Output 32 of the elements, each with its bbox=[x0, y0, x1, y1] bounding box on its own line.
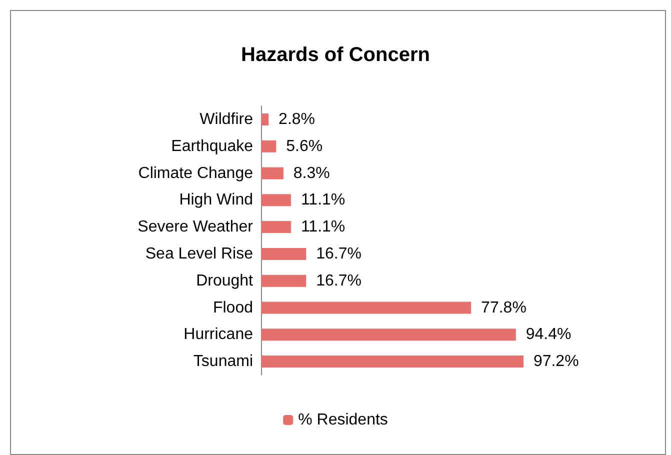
y-tick-label: Climate Change bbox=[138, 164, 254, 182]
bar bbox=[261, 113, 269, 126]
data-label: 11.1% bbox=[300, 218, 346, 236]
data-label: 11.1% bbox=[300, 192, 346, 209]
y-tick-label: Wildfire bbox=[200, 110, 254, 128]
data-label: 77.8% bbox=[481, 299, 526, 316]
bar bbox=[261, 248, 306, 260]
legend-label: % Residents bbox=[298, 412, 388, 428]
bar bbox=[261, 328, 516, 341]
y-tick-label: Flood bbox=[212, 299, 253, 316]
data-label: 8.3% bbox=[293, 164, 330, 182]
y-tick-label: High Wind bbox=[179, 192, 253, 209]
bar bbox=[261, 302, 472, 314]
y-tick-label: Tsunami bbox=[193, 353, 253, 370]
y-tick-label: Drought bbox=[196, 272, 254, 290]
y-tick-label: Earthquake bbox=[171, 138, 254, 155]
bar bbox=[261, 167, 284, 180]
y-tick-label: Sea Level Rise bbox=[145, 245, 254, 262]
data-label: 16.7% bbox=[316, 245, 362, 262]
bar bbox=[261, 274, 306, 287]
bar bbox=[261, 140, 276, 152]
data-label: 2.8% bbox=[278, 110, 316, 128]
y-tick-label: Severe Weather bbox=[138, 218, 254, 236]
bar bbox=[261, 356, 524, 368]
bar bbox=[261, 194, 291, 206]
data-label: 5.6% bbox=[286, 138, 323, 155]
data-label: 94.4% bbox=[526, 326, 572, 344]
chart-title: Hazards of Concern bbox=[241, 44, 430, 66]
data-label: 97.2% bbox=[533, 353, 579, 370]
bar bbox=[261, 221, 291, 234]
y-tick-label: Hurricane bbox=[184, 326, 254, 344]
data-label: 16.7% bbox=[316, 272, 362, 290]
